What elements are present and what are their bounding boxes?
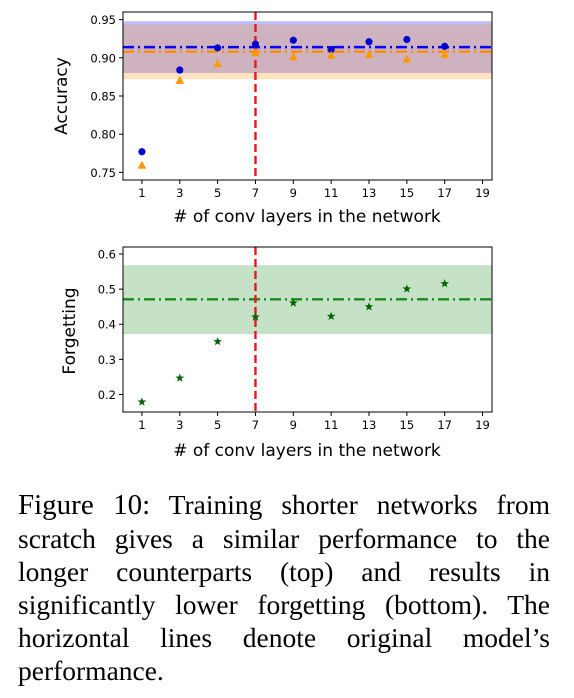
figure-caption: Figure 10: Training shorter networks fro… (18, 488, 550, 687)
forgetting-x-tick-label-6: 13 (362, 418, 377, 432)
accuracy-y-tick-label-1: 0.80 (90, 128, 116, 142)
forgetting-x-tick-label-8: 17 (437, 418, 452, 432)
accuracy-series-1-point-5 (326, 50, 336, 59)
accuracy-series-0-point-4 (289, 36, 297, 44)
forgetting-y-tick-label-1: 0.3 (98, 353, 116, 367)
forgetting-series-0-point-6 (364, 302, 374, 311)
accuracy-x-tick-label-6: 13 (362, 186, 377, 200)
caption-label: Figure 10: (18, 489, 151, 521)
accuracy-x-tick-label-8: 17 (437, 186, 452, 200)
forgetting-series-0-point-7 (402, 284, 412, 293)
forgetting-x-tick-label-7: 15 (400, 418, 415, 432)
accuracy-y-tick-label-4: 0.95 (90, 13, 116, 27)
accuracy-series-1-point-8 (440, 49, 449, 58)
forgetting-series-0-point-1 (175, 373, 185, 382)
accuracy-y-tick-label-3: 0.90 (90, 51, 116, 65)
accuracy-series-1-point-6 (364, 49, 374, 58)
accuracy-series-0-point-8 (441, 42, 449, 50)
accuracy-series-0-point-1 (176, 66, 184, 74)
accuracy-series-0-point-5 (327, 45, 335, 54)
accuracy-x-tick-label-3: 7 (252, 186, 259, 200)
accuracy-series-1-point-1 (175, 75, 185, 84)
accuracy-series-1-point-4 (289, 52, 298, 61)
accuracy-series-0-point-6 (365, 38, 373, 46)
forgetting-series-0-point-2 (213, 336, 222, 346)
accuracy-x-tick-label-2: 5 (214, 186, 221, 200)
accuracy-x-tick-label-0: 1 (138, 186, 145, 200)
forgetting-plot: Forgetting # of conv layers in the netwo… (60, 246, 493, 461)
forgetting-x-tick-label-4: 9 (290, 418, 297, 432)
accuracy-series-1-point-2 (213, 59, 222, 68)
forgetting-y-tick-label-4: 0.6 (98, 248, 116, 262)
accuracy-series-1-point-7 (402, 54, 412, 63)
accuracy-series-0-point-7 (403, 35, 411, 44)
forgetting-y-tick-label-2: 0.4 (98, 318, 116, 332)
accuracy-series-0-point-3 (251, 40, 260, 48)
forgetting-plot-area (123, 247, 492, 412)
accuracy-y-axis-title: Accuracy (52, 57, 72, 135)
forgetting-x-tick-label-9: 19 (475, 418, 490, 432)
forgetting-y-tick-label-3: 0.5 (98, 283, 116, 297)
accuracy-x-tick-label-7: 15 (400, 186, 415, 200)
accuracy-plot-area (123, 12, 492, 180)
forgetting-series-0-point-8 (440, 279, 450, 288)
forgetting-series-0-point-4 (288, 298, 298, 307)
accuracy-x-tick-label-9: 19 (475, 186, 490, 200)
accuracy-series-0-point-2 (214, 44, 222, 52)
caption-text: Training shorter networks from scratch g… (18, 489, 550, 686)
accuracy-x-tick-label-1: 3 (176, 186, 183, 200)
accuracy-series-0-point-0 (138, 148, 146, 156)
accuracy-series-1-point-0 (137, 160, 147, 169)
forgetting-x-tick-label-1: 3 (176, 418, 183, 432)
accuracy-series-1-point-3 (251, 48, 260, 57)
forgetting-series-0-point-5 (326, 311, 336, 321)
forgetting-y-tick-label-0: 0.2 (98, 388, 116, 402)
forgetting-series-0-point-3 (251, 312, 260, 321)
forgetting-x-tick-label-5: 11 (324, 418, 339, 432)
accuracy-x-axis-title: # of conv layers in the network (173, 207, 441, 227)
forgetting-x-tick-label-3: 7 (252, 418, 259, 432)
forgetting-axes-frame (122, 246, 493, 413)
accuracy-y-tick-label-0: 0.75 (90, 166, 116, 180)
accuracy-x-tick-label-4: 9 (290, 186, 297, 200)
forgetting-y-axis-title: Forgetting (60, 287, 80, 374)
accuracy-plot: Accuracy # of conv layers in the network… (52, 11, 493, 227)
accuracy-y-tick-label-2: 0.85 (90, 90, 116, 104)
accuracy-x-tick-label-5: 11 (324, 186, 339, 200)
forgetting-x-tick-label-0: 1 (138, 418, 145, 432)
forgetting-x-axis-title: # of conv layers in the network (173, 441, 441, 461)
figure: Accuracy # of conv layers in the network… (52, 11, 493, 461)
forgetting-series-0-point-0 (137, 397, 147, 406)
forgetting-x-tick-label-2: 5 (214, 418, 221, 432)
